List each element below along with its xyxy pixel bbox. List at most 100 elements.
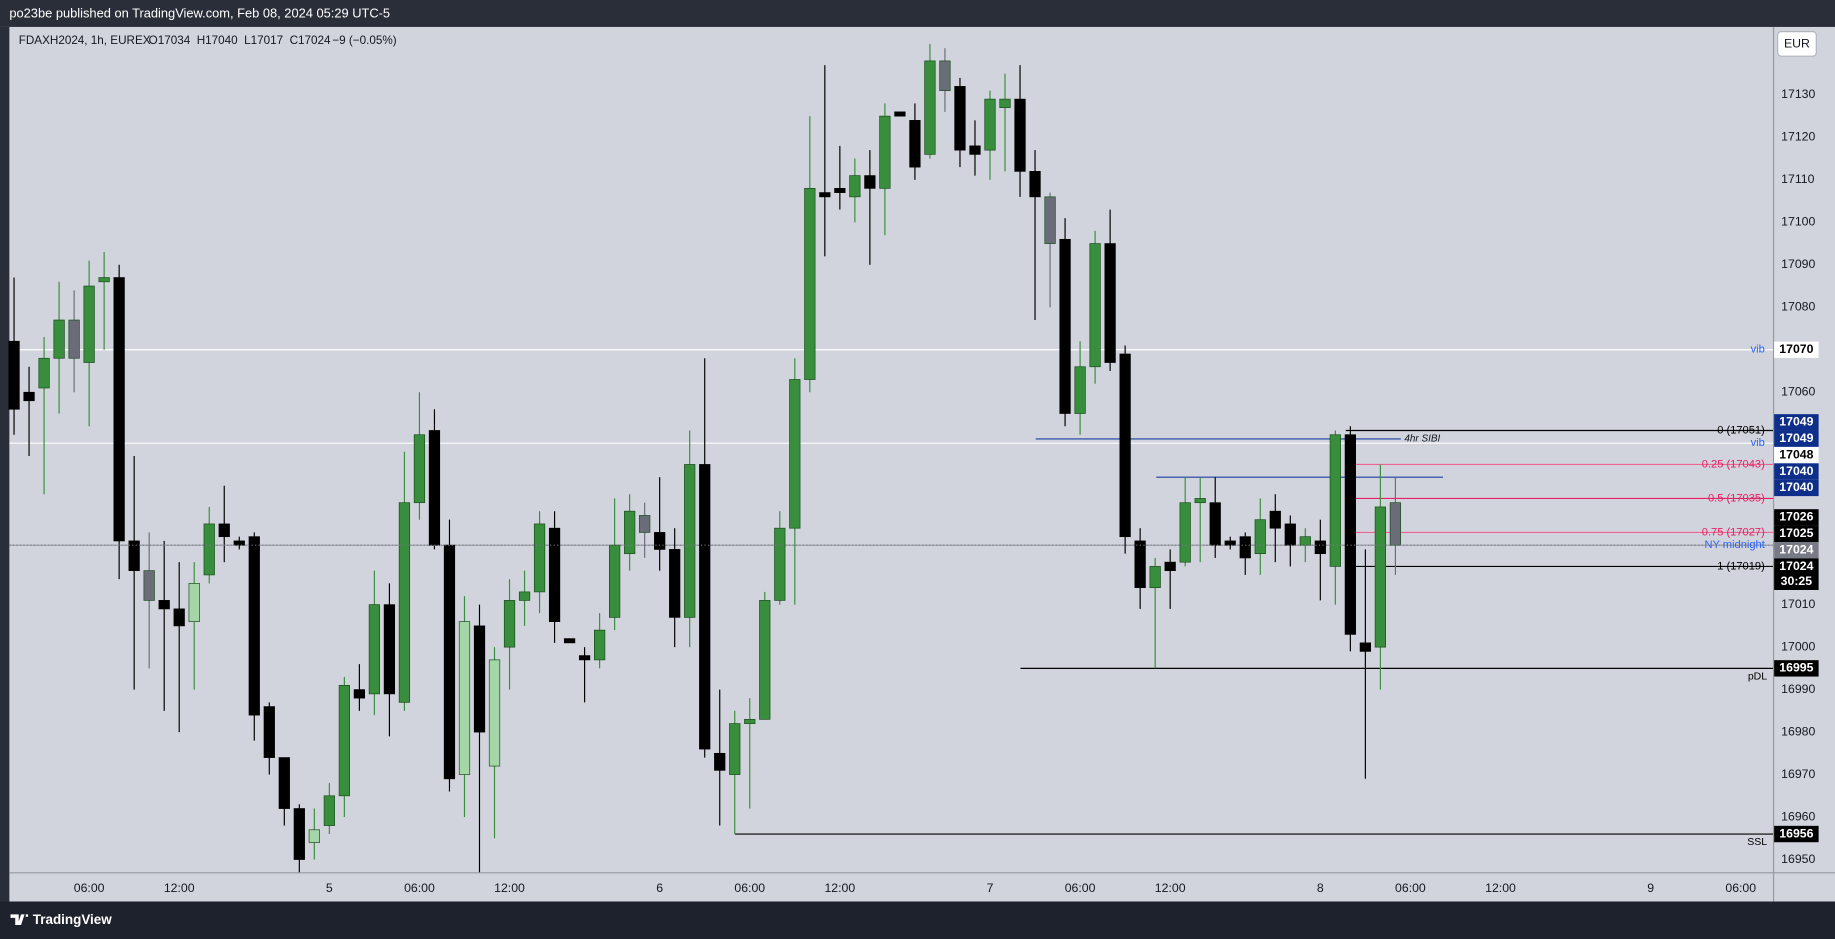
- x-tick-label: 12:00: [164, 881, 195, 895]
- candle-body: [68, 319, 80, 359]
- candle-body: [383, 604, 396, 695]
- price-badge-label: 17049: [1779, 431, 1813, 445]
- y-tick-label: 17010: [1781, 597, 1815, 611]
- candle-body: [939, 60, 951, 91]
- candle-body: [1149, 566, 1161, 589]
- price-badge-label: 17026: [1779, 510, 1813, 524]
- candle-body: [1044, 196, 1056, 244]
- candle-body: [413, 434, 426, 504]
- price-badge: [1774, 341, 1819, 358]
- candle-body: [1329, 434, 1341, 567]
- bottom-bar: [0, 901, 1835, 939]
- price-badge: [1774, 825, 1819, 843]
- currency-button[interactable]: [1777, 31, 1817, 57]
- x-tick-label: 12:00: [1155, 881, 1186, 895]
- level-label: SSL: [1747, 836, 1767, 848]
- candle-body: [128, 540, 140, 572]
- candle-body: [1089, 243, 1101, 368]
- price-badge: [1774, 525, 1819, 542]
- change-readout: −9 (−0.05%): [332, 34, 396, 47]
- candle-body: [533, 523, 546, 593]
- y-tick-label: 16980: [1781, 724, 1815, 738]
- candle-body: [293, 808, 305, 860]
- candle-body: [624, 510, 636, 555]
- candle-body: [83, 285, 95, 363]
- price-badge: [1774, 541, 1819, 559]
- candle-body: [699, 464, 711, 750]
- x-tick-label: 06:00: [1065, 881, 1096, 895]
- candle-body: [488, 659, 501, 767]
- candle-body: [684, 464, 696, 618]
- candle-body: [593, 629, 606, 661]
- candle-body: [1254, 519, 1266, 555]
- x-tick-label: 06:00: [74, 881, 105, 895]
- candle-body: [729, 723, 741, 775]
- candle-body: [849, 175, 861, 198]
- level-label: vib: [1751, 344, 1765, 356]
- candle-body: [759, 600, 771, 720]
- candle-body: [98, 277, 110, 283]
- candle-body: [1134, 540, 1146, 589]
- y-tick-label: 16990: [1781, 682, 1815, 696]
- candle-body: [203, 523, 215, 576]
- candle-body: [789, 379, 801, 529]
- candle-body: [1224, 540, 1236, 546]
- candle-body: [669, 549, 681, 618]
- candle-body: [1239, 536, 1251, 559]
- price-badge: [1774, 509, 1819, 526]
- candle-body: [323, 795, 335, 826]
- currency-label[interactable]: EUR: [1784, 37, 1810, 51]
- candle-body: [248, 536, 260, 716]
- ohlc-readout: O17034 H17040 L17017 C17024: [149, 34, 331, 47]
- y-tick-label: 16960: [1781, 809, 1815, 823]
- y-tick-label: 17130: [1781, 87, 1815, 101]
- x-tick-label: 12:00: [824, 881, 855, 895]
- candle-body: [113, 277, 125, 542]
- x-tick-label: 8: [1317, 881, 1324, 895]
- candle-body: [173, 608, 185, 627]
- price-badge: [1774, 414, 1819, 431]
- candle-body: [1269, 510, 1281, 529]
- candle-body: [428, 430, 441, 546]
- publish-info: po23be published on TradingView.com, Feb…: [9, 5, 390, 20]
- candle-body: [804, 187, 816, 380]
- x-tick-label: 5: [326, 881, 333, 895]
- level-label: 0.75 (17027): [1702, 526, 1765, 538]
- candle-body: [894, 111, 906, 117]
- x-tick-label: 9: [1647, 881, 1654, 895]
- candle-body: [744, 718, 756, 724]
- price-badge-label: 17025: [1779, 526, 1813, 540]
- candle-body: [233, 540, 245, 546]
- symbol-info: FDAXH2024, 1h, EUREX: [19, 34, 151, 47]
- candle-body: [353, 689, 365, 699]
- level-label: 0 (17051): [1717, 424, 1765, 436]
- candle-body: [1314, 540, 1326, 555]
- candle-body: [53, 319, 65, 359]
- price-axis: 16950 16960 16970 16980 16990 17000 17010 17060…: [74, 87, 1819, 895]
- brand-name: TradingView: [33, 912, 113, 927]
- price-badge-label: 17024: [1779, 559, 1813, 573]
- price-badge-label: 16995: [1779, 661, 1813, 675]
- candle-body: [443, 544, 456, 780]
- candle-body: [578, 655, 591, 661]
- y-tick-label: 17110: [1781, 172, 1814, 186]
- candle-body: [518, 591, 531, 601]
- x-tick-label: 6: [656, 881, 663, 895]
- brand-logo: [10, 914, 29, 925]
- y-tick-label: 17090: [1781, 257, 1815, 271]
- level-label: 0.25 (17043): [1702, 458, 1765, 470]
- y-tick-label: 17080: [1781, 300, 1815, 314]
- x-tick-label: 12:00: [494, 881, 525, 895]
- candle-body: [1179, 502, 1191, 563]
- candle-body: [368, 604, 381, 695]
- candle-body: [188, 583, 200, 622]
- price-badge: [1774, 446, 1819, 464]
- x-tick-label: 7: [987, 881, 994, 895]
- price-badge: [1774, 430, 1819, 447]
- x-tick-label: 06:00: [404, 881, 435, 895]
- top-bar: [0, 0, 1835, 27]
- x-tick-label: 12:00: [1485, 881, 1516, 895]
- candle-body: [1029, 171, 1041, 198]
- candle-body: [879, 115, 891, 189]
